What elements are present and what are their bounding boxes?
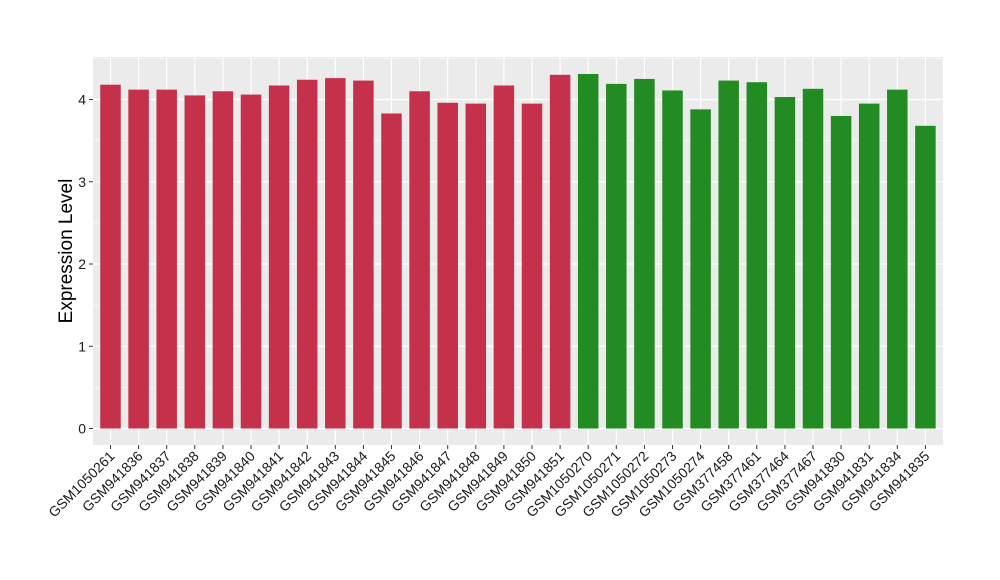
bar-GSM941835 <box>915 125 936 429</box>
bar-GSM941844 <box>353 80 374 429</box>
bar-GSM1050273 <box>662 90 683 429</box>
bar-GSM941843 <box>325 78 346 429</box>
bar-GSM941850 <box>521 103 543 429</box>
y-tick-label: 4 <box>78 92 86 108</box>
bar-GSM941847 <box>437 102 458 429</box>
y-tick-label: 1 <box>78 338 86 354</box>
bar-GSM377464 <box>774 97 796 429</box>
bar-GSM941830 <box>830 115 852 429</box>
bar-GSM941848 <box>465 103 487 429</box>
bar-GSM941831 <box>858 103 880 429</box>
bar-GSM941842 <box>296 79 318 429</box>
x-axis: GSM1050261GSM941836GSM941837GSM941838GSM… <box>45 445 933 520</box>
bar-GSM941841 <box>268 85 290 429</box>
bar-GSM941845 <box>381 113 402 429</box>
bar-GSM1050261 <box>100 84 121 429</box>
bar-GSM941836 <box>128 89 149 429</box>
bar-GSM377461 <box>746 82 768 429</box>
y-tick-label: 3 <box>78 174 86 190</box>
bar-GSM1050270 <box>577 74 599 429</box>
bars <box>100 74 936 429</box>
bar-GSM941840 <box>240 94 262 429</box>
bar-GSM1050272 <box>634 78 655 429</box>
bar-GSM1050271 <box>606 83 627 429</box>
bar-GSM941839 <box>212 91 234 429</box>
y-tick-label: 0 <box>78 421 86 437</box>
y-tick-label: 2 <box>78 256 86 272</box>
bar-GSM941838 <box>184 95 206 429</box>
y-axis-title: Expression Level <box>56 179 77 324</box>
bar-GSM377458 <box>718 80 739 429</box>
y-axis: 0 1 2 3 4 <box>78 92 93 437</box>
plot-panel <box>93 57 943 445</box>
bar-GSM1050274 <box>690 109 711 429</box>
bar-GSM941849 <box>493 85 515 429</box>
bar-GSM941851 <box>549 74 571 429</box>
bar-GSM941837 <box>156 89 177 429</box>
bar-GSM377467 <box>802 88 824 429</box>
bar-GSM941846 <box>409 91 430 429</box>
bar-GSM941834 <box>887 89 908 429</box>
